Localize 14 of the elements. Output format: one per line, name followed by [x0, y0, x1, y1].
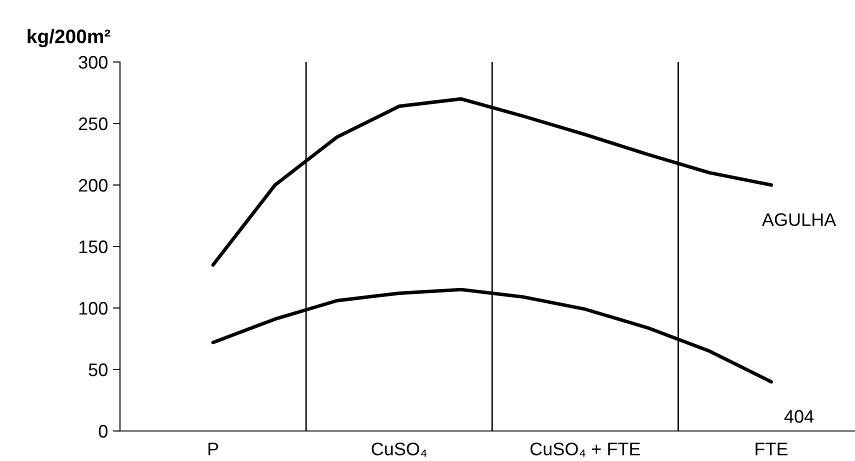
x-tick-label: P: [208, 442, 218, 456]
series-label: AGULHA: [762, 213, 836, 226]
x-tick-label: FTE: [756, 442, 788, 456]
y-tick-label: 100: [79, 302, 108, 315]
series-label: 404: [784, 410, 814, 423]
y-tick-label: 300: [78, 56, 108, 69]
y-tick-label: 250: [78, 117, 108, 130]
y-tick-label: 150: [79, 240, 108, 254]
x-tick-label: CuSO₄ + FTE: [530, 442, 640, 457]
y-tick-label: 0: [98, 424, 108, 438]
x-tick-label: CuSO₄: [372, 442, 427, 457]
y-tick-label: 50: [88, 363, 108, 376]
y-tick-label: 200: [78, 178, 108, 192]
y-axis-title: kg/200m²: [28, 29, 110, 48]
